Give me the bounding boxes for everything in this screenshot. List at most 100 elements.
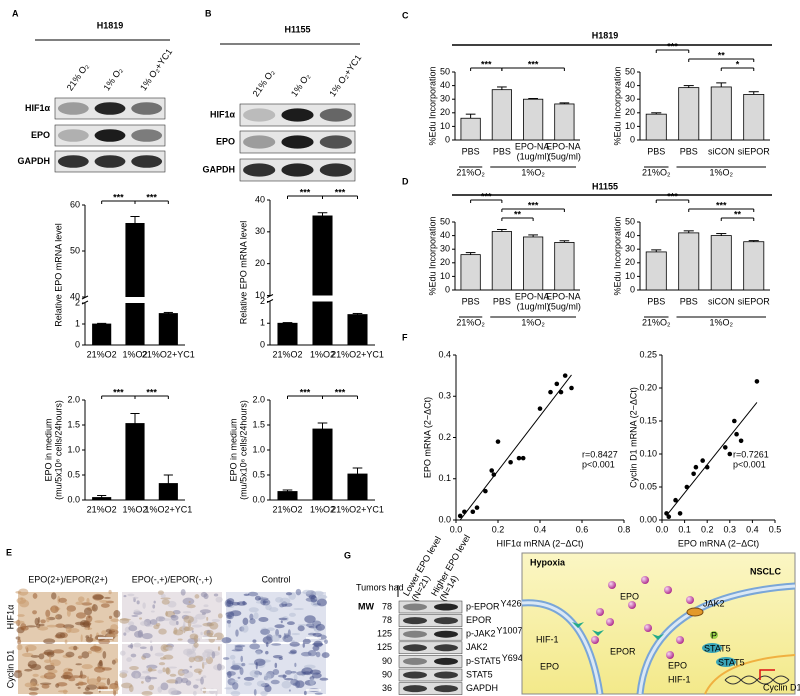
panel-title: H1819	[592, 30, 619, 40]
blot-band	[434, 644, 458, 652]
x-tick-label: 0.2	[701, 524, 714, 534]
ihc-texture	[284, 670, 292, 675]
y-axis-label: EPO mRNA (2−ΔCt)	[422, 397, 432, 478]
x-tick-label: 0.2	[492, 524, 505, 534]
receptor	[592, 630, 604, 636]
point	[700, 458, 705, 463]
significance: ***	[300, 187, 311, 197]
x-tick-label: PBS	[647, 296, 665, 306]
x-tick-label: 21%O2	[87, 504, 117, 514]
western-label: p-JAK2	[466, 629, 496, 639]
ihc-texture	[265, 604, 272, 611]
ihc-texture	[37, 626, 49, 631]
ihc-texture	[324, 639, 328, 645]
ihc-texture	[111, 659, 116, 665]
ihc-texture	[75, 663, 83, 666]
ihc-texture	[38, 653, 45, 660]
ihc-texture	[154, 652, 164, 657]
ihc-texture	[286, 621, 295, 626]
blot-band	[434, 630, 458, 638]
ihc-texture	[265, 650, 269, 655]
blot-band	[57, 102, 89, 115]
ihc-texture	[206, 632, 213, 637]
y-tick-label: 0.3	[438, 391, 451, 401]
error-bar	[163, 311, 173, 314]
ihc-texture	[249, 643, 261, 650]
ihc-texture	[223, 657, 230, 660]
ihc-texture	[278, 617, 288, 621]
ihc-texture	[30, 664, 42, 671]
x-tick-label: 1%O2	[122, 504, 147, 514]
ihc-texture	[86, 684, 98, 690]
point	[516, 455, 522, 461]
bar	[554, 103, 575, 141]
y-tick-label: 0	[260, 339, 265, 349]
stat-annotation: p<0.001	[582, 459, 615, 469]
ihc-texture	[203, 649, 214, 654]
ihc-texture	[249, 613, 254, 621]
error-bar	[748, 91, 759, 95]
point	[754, 379, 760, 384]
ihc-texture	[167, 600, 177, 608]
x-tick-label: 21%O2+YC1	[331, 349, 384, 359]
ihc-texture	[106, 633, 118, 638]
significance: ***	[667, 191, 678, 201]
group-label: 1%O₂	[709, 317, 733, 327]
y-tick-label: 10	[625, 271, 635, 281]
diagram-label: EPO	[668, 660, 687, 670]
ihc-texture	[73, 645, 78, 651]
ihc-texture	[135, 672, 139, 679]
ihc-texture	[165, 667, 170, 674]
ihc-texture	[65, 626, 72, 634]
significance: ***	[667, 41, 678, 51]
y-axis-label: %Edu Incorporation	[427, 66, 437, 145]
ihc-texture	[64, 602, 68, 605]
ihc-texture	[126, 657, 132, 663]
ihc-texture	[155, 622, 161, 627]
ihc-texture	[270, 679, 280, 685]
ihc-texture	[266, 634, 273, 641]
y-tick-label: 1	[75, 318, 80, 328]
y-tick-label: 1.5	[252, 419, 265, 429]
ihc-texture	[192, 690, 197, 696]
ihc-texture	[139, 646, 147, 649]
ihc-texture	[241, 624, 249, 633]
bar	[277, 491, 298, 501]
ihc-texture	[186, 604, 196, 609]
ihc-texture	[77, 655, 83, 659]
ihc-texture	[20, 626, 29, 631]
error-bar	[528, 234, 538, 237]
ihc-texture	[46, 673, 56, 677]
diagram-label: HIF-1	[668, 674, 691, 684]
ihc-texture	[67, 668, 73, 671]
blot-title: H1819	[97, 20, 124, 30]
mw-value: 125	[377, 629, 392, 639]
ihc-texture	[230, 679, 238, 683]
y-axis-label: %Edu Incorporation	[612, 216, 622, 295]
ihc-texture	[58, 597, 67, 603]
significance: *	[736, 59, 740, 69]
ihc-texture	[109, 629, 119, 635]
western-label: EPOR	[466, 615, 492, 625]
mw-value: 90	[382, 656, 392, 666]
ihc-texture	[123, 595, 127, 598]
ihc-texture	[169, 673, 177, 677]
ihc-texture	[111, 638, 115, 641]
mw-label: MW	[358, 601, 374, 611]
x-tick-label: 1%O2+YC1	[144, 504, 192, 514]
ihc-texture	[51, 606, 56, 613]
group-label: 21%O₂	[642, 317, 671, 327]
epo-molecule	[666, 651, 674, 659]
significance: ***	[716, 200, 727, 210]
point	[558, 389, 564, 395]
ihc-texture	[149, 640, 153, 644]
ihc-texture	[157, 616, 160, 622]
bar	[125, 423, 145, 501]
ihc-texture	[191, 630, 194, 633]
y-tick-label: 1.0	[67, 444, 80, 454]
ihc-texture	[45, 609, 51, 618]
error-bar	[497, 228, 507, 232]
y-tick-label: 20	[255, 258, 265, 268]
ihc-texture	[32, 673, 39, 677]
ihc-texture	[213, 593, 219, 597]
